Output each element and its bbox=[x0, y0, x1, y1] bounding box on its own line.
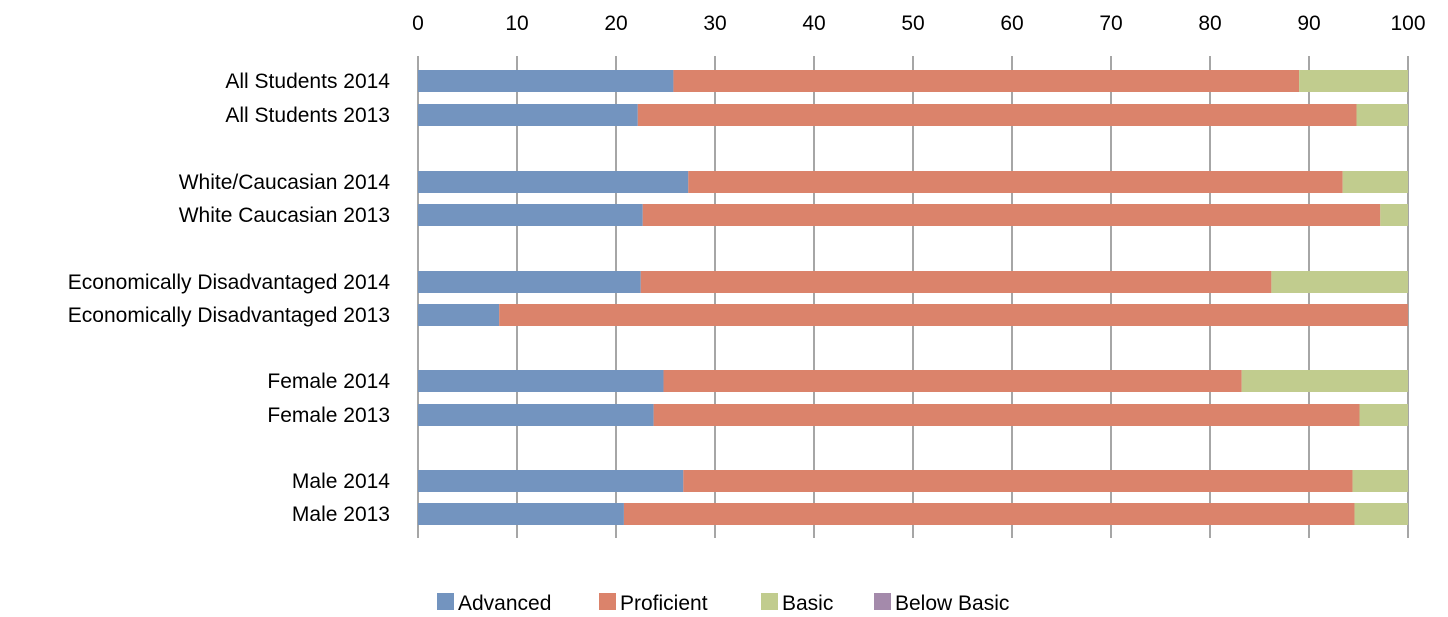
bar-segment-basic bbox=[1356, 104, 1408, 126]
category-label: Male 2013 bbox=[292, 503, 390, 526]
legend-item: Basic bbox=[761, 592, 833, 615]
category-label: All Students 2014 bbox=[225, 70, 390, 93]
bar-segment-proficient bbox=[499, 304, 1408, 326]
bar-segment-basic bbox=[1359, 404, 1408, 426]
bars bbox=[418, 70, 1408, 525]
category-label: White Caucasian 2013 bbox=[179, 204, 390, 227]
bar-segment-proficient bbox=[663, 370, 1242, 392]
legend-label: Proficient bbox=[620, 592, 708, 615]
x-tick-label-100: 100 bbox=[1390, 12, 1425, 35]
category-label: Female 2013 bbox=[267, 404, 390, 427]
legend-label: Below Basic bbox=[895, 592, 1009, 615]
category-label: Female 2014 bbox=[267, 370, 390, 393]
x-tick-label-10: 10 bbox=[505, 12, 528, 35]
x-tick-label-40: 40 bbox=[802, 12, 825, 35]
x-tick-label-80: 80 bbox=[1198, 12, 1221, 35]
bar-segment-basic bbox=[1380, 204, 1408, 226]
legend-swatch bbox=[874, 593, 891, 610]
legend: Advanced Proficient Basic Below Basic bbox=[437, 592, 1009, 615]
bar-segment-proficient bbox=[673, 70, 1300, 92]
legend-label: Advanced bbox=[458, 592, 551, 615]
legend-swatch bbox=[437, 593, 454, 610]
x-tick-label-50: 50 bbox=[901, 12, 924, 35]
bar-segment-proficient bbox=[623, 503, 1355, 525]
bar-segment-basic bbox=[1354, 503, 1408, 525]
bar-segment-proficient bbox=[653, 404, 1360, 426]
gridlines bbox=[417, 56, 1409, 538]
bar-segment-advanced bbox=[418, 271, 641, 293]
bar-segment-proficient bbox=[637, 104, 1357, 126]
x-tick-label-0: 0 bbox=[412, 12, 424, 35]
bar-segment-advanced bbox=[418, 503, 624, 525]
bar-segment-proficient bbox=[688, 171, 1343, 193]
bar-segment-basic bbox=[1342, 171, 1408, 193]
bar-segment-advanced bbox=[418, 171, 689, 193]
bar-segment-basic bbox=[1352, 470, 1408, 492]
bar-segment-advanced bbox=[418, 204, 643, 226]
x-tick-label-70: 70 bbox=[1099, 12, 1122, 35]
x-axis-tick-labels: 0 10 20 30 40 50 60 70 80 90 100 bbox=[412, 12, 1425, 35]
x-tick-label-20: 20 bbox=[604, 12, 627, 35]
bar-segment-basic bbox=[1241, 370, 1408, 392]
bar-segment-basic bbox=[1271, 271, 1408, 293]
bar-segment-advanced bbox=[418, 304, 500, 326]
x-tick-label-30: 30 bbox=[703, 12, 726, 35]
x-tick-label-60: 60 bbox=[1000, 12, 1023, 35]
legend-swatch bbox=[761, 593, 778, 610]
bar-segment-advanced bbox=[418, 370, 664, 392]
category-label: All Students 2013 bbox=[225, 104, 390, 127]
x-tick-label-90: 90 bbox=[1297, 12, 1320, 35]
bar-segment-proficient bbox=[640, 271, 1272, 293]
bar-segment-advanced bbox=[418, 104, 638, 126]
legend-swatch bbox=[599, 593, 616, 610]
legend-item: Proficient bbox=[599, 592, 708, 615]
bar-segment-advanced bbox=[418, 404, 654, 426]
legend-label: Basic bbox=[782, 592, 833, 615]
category-label: Economically Disadvantaged 2013 bbox=[68, 304, 390, 327]
legend-item: Advanced bbox=[437, 592, 551, 615]
bar-segment-advanced bbox=[418, 470, 684, 492]
bar-segment-proficient bbox=[642, 204, 1381, 226]
legend-item: Below Basic bbox=[874, 592, 1009, 615]
category-label: White/Caucasian 2014 bbox=[179, 171, 391, 194]
category-labels: All Students 2014 All Students 2013 White/… bbox=[68, 70, 391, 526]
bar-segment-advanced bbox=[418, 70, 674, 92]
category-label: Economically Disadvantaged 2014 bbox=[68, 271, 391, 294]
category-label: Male 2014 bbox=[292, 470, 390, 493]
bar-segment-proficient bbox=[683, 470, 1353, 492]
bar-segment-basic bbox=[1299, 70, 1408, 92]
